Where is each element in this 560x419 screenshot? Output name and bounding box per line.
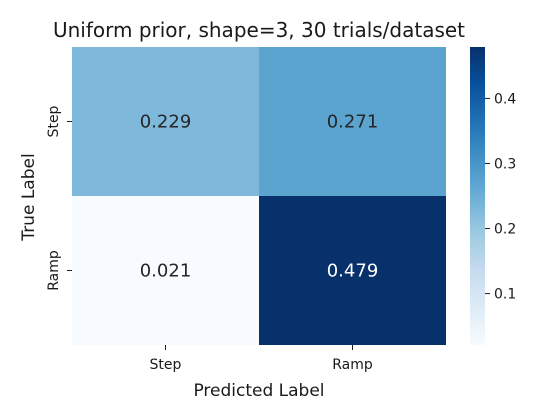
colorbar-tick-label: 0.3 [494, 156, 516, 172]
colorbar [470, 47, 485, 345]
heatmap-cell-step-ramp [259, 47, 446, 196]
cell-value-label: 0.021 [140, 261, 192, 282]
heatmap-cell-ramp-step [72, 196, 259, 345]
cell-value-label: 0.479 [327, 261, 379, 282]
y-tick-label: Ramp [46, 250, 62, 291]
colorbar-ticks: 0.1 0.2 0.3 0.4 [485, 91, 516, 303]
x-axis-label: Predicted Label [193, 381, 324, 401]
heatmap-cell-ramp-ramp [259, 196, 446, 345]
y-axis-label: True Label [19, 153, 39, 241]
cell-value-label: 0.271 [327, 112, 379, 133]
x-tick-label: Step [150, 357, 182, 373]
y-axis-ticks: Step Ramp [46, 105, 72, 291]
chart-title: Uniform prior, shape=3, 30 trials/datase… [53, 18, 465, 42]
heatmap-cell-step-step [72, 47, 259, 196]
y-tick-label: Step [46, 105, 62, 137]
heatmap-cells: 0.229 0.271 0.021 0.479 [72, 47, 446, 345]
x-tick-label: Ramp [332, 357, 373, 373]
x-axis-ticks: Step Ramp [150, 345, 373, 373]
colorbar-tick-label: 0.2 [494, 222, 516, 238]
cell-value-label: 0.229 [140, 112, 192, 133]
colorbar-tick-label: 0.4 [494, 91, 516, 107]
colorbar-tick-label: 0.1 [494, 287, 516, 303]
